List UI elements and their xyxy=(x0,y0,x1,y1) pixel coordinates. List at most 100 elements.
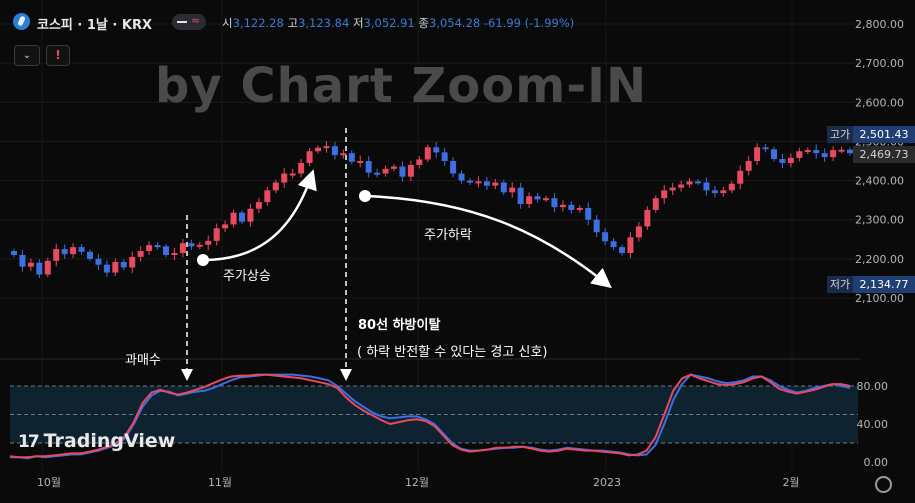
candle xyxy=(559,204,566,208)
candle xyxy=(416,159,423,165)
low-price-label: 저가 2,134.77 xyxy=(827,276,915,293)
candle xyxy=(315,147,321,152)
candle xyxy=(247,208,254,222)
market-status-badge[interactable]: ≈ xyxy=(172,14,206,30)
time-tick-label: 2023 xyxy=(593,476,621,489)
candle xyxy=(95,258,102,265)
minus-icon xyxy=(177,21,187,23)
candle xyxy=(838,149,845,152)
chart-header: 코스피 · 1날 · KRX ≈ 시3,122.28 고3,123.84 저3,… xyxy=(0,0,860,40)
stochastic-tick-label: 80.00 xyxy=(857,380,889,393)
candle xyxy=(500,182,507,193)
candle xyxy=(745,161,752,171)
candle xyxy=(239,212,245,222)
candle xyxy=(754,147,761,161)
candle xyxy=(205,240,212,245)
candle xyxy=(458,173,465,181)
candle xyxy=(593,219,600,233)
annotation-overbought: 과매수 xyxy=(125,353,161,368)
candle xyxy=(382,168,389,174)
candle xyxy=(720,190,727,194)
candle xyxy=(103,264,110,273)
open-value: 3,122.28 xyxy=(232,16,284,30)
candle xyxy=(830,150,837,158)
open-label: 시 xyxy=(222,16,233,30)
candle xyxy=(11,251,17,255)
stochastic-tick-label: 40.00 xyxy=(857,418,889,431)
candle xyxy=(129,256,136,268)
candle xyxy=(669,187,676,191)
candle xyxy=(602,232,609,242)
brand-text: TradingView xyxy=(43,430,176,452)
close-label: 종 xyxy=(418,16,429,30)
collapse-button[interactable]: ⌄ xyxy=(14,45,40,66)
low-label: 저 xyxy=(352,16,364,30)
candle xyxy=(348,153,355,162)
candle xyxy=(703,182,710,191)
candle xyxy=(154,245,161,248)
candle xyxy=(36,262,43,275)
candle xyxy=(635,226,642,238)
candle xyxy=(365,161,372,173)
annotation-signal-note: ( 하락 반전할 수 있다는 경고 신호) xyxy=(357,345,548,360)
candle xyxy=(19,254,26,267)
candle xyxy=(509,187,516,193)
candle xyxy=(213,228,220,241)
candle xyxy=(146,245,153,252)
time-tick-label: 11월 xyxy=(208,476,232,489)
wave-icon: ≈ xyxy=(191,14,201,27)
price-tick-label: 2,800.00 xyxy=(855,18,904,31)
low-price-tag: 저가 xyxy=(827,276,853,293)
low-value: 3,052.91 xyxy=(363,16,415,30)
candle xyxy=(821,153,828,158)
candle xyxy=(179,243,186,253)
candle xyxy=(230,212,237,225)
close-value: 3,054.28 xyxy=(429,16,481,30)
alert-icon[interactable]: ! xyxy=(46,45,70,66)
candle xyxy=(391,166,397,169)
candle xyxy=(120,261,127,268)
candle xyxy=(357,161,364,163)
price-axis: 2,800.002,700.002,600.002,500.002,400.00… xyxy=(855,18,904,469)
candle xyxy=(306,151,313,163)
high-price-label: 고가 2,501.43 xyxy=(827,126,915,143)
candle xyxy=(661,190,668,199)
candle xyxy=(407,164,414,177)
candle xyxy=(585,207,592,220)
stochastic-band xyxy=(10,385,858,444)
high-value: 3,123.84 xyxy=(298,16,350,30)
price-tick-label: 2,600.00 xyxy=(855,96,904,109)
candle xyxy=(610,241,617,248)
candles xyxy=(11,141,853,279)
rise-arrow xyxy=(202,169,317,262)
stochastic-lines xyxy=(9,373,851,460)
candle xyxy=(61,249,68,255)
candle xyxy=(796,151,803,158)
candle xyxy=(695,181,701,184)
candle xyxy=(517,187,524,205)
tv-logo-icon: 17 xyxy=(18,432,40,452)
candle xyxy=(678,184,685,188)
time-tick-label: 10월 xyxy=(37,476,61,489)
candle xyxy=(331,146,338,156)
high-price-value: 2,501.43 xyxy=(853,126,915,143)
candle xyxy=(467,180,473,183)
time-tick-label: 12월 xyxy=(405,476,429,489)
stochastic-tick-label: 0.00 xyxy=(864,456,889,469)
watermark: by Chart Zoom-IN xyxy=(155,58,648,114)
candle xyxy=(163,246,169,255)
change-value: -61.99 (-1.99%) xyxy=(483,16,575,30)
candle xyxy=(264,190,271,203)
candle xyxy=(762,147,769,150)
candle xyxy=(779,159,786,163)
candle xyxy=(627,237,634,253)
candle xyxy=(652,198,659,210)
price-tick-label: 2,100.00 xyxy=(855,292,904,305)
candle xyxy=(340,153,347,156)
symbol-title[interactable]: 코스피 · 1날 · KRX xyxy=(37,18,152,33)
candle xyxy=(289,173,296,176)
candle xyxy=(771,149,777,160)
settings-icon[interactable] xyxy=(875,476,892,493)
candle xyxy=(188,243,195,247)
